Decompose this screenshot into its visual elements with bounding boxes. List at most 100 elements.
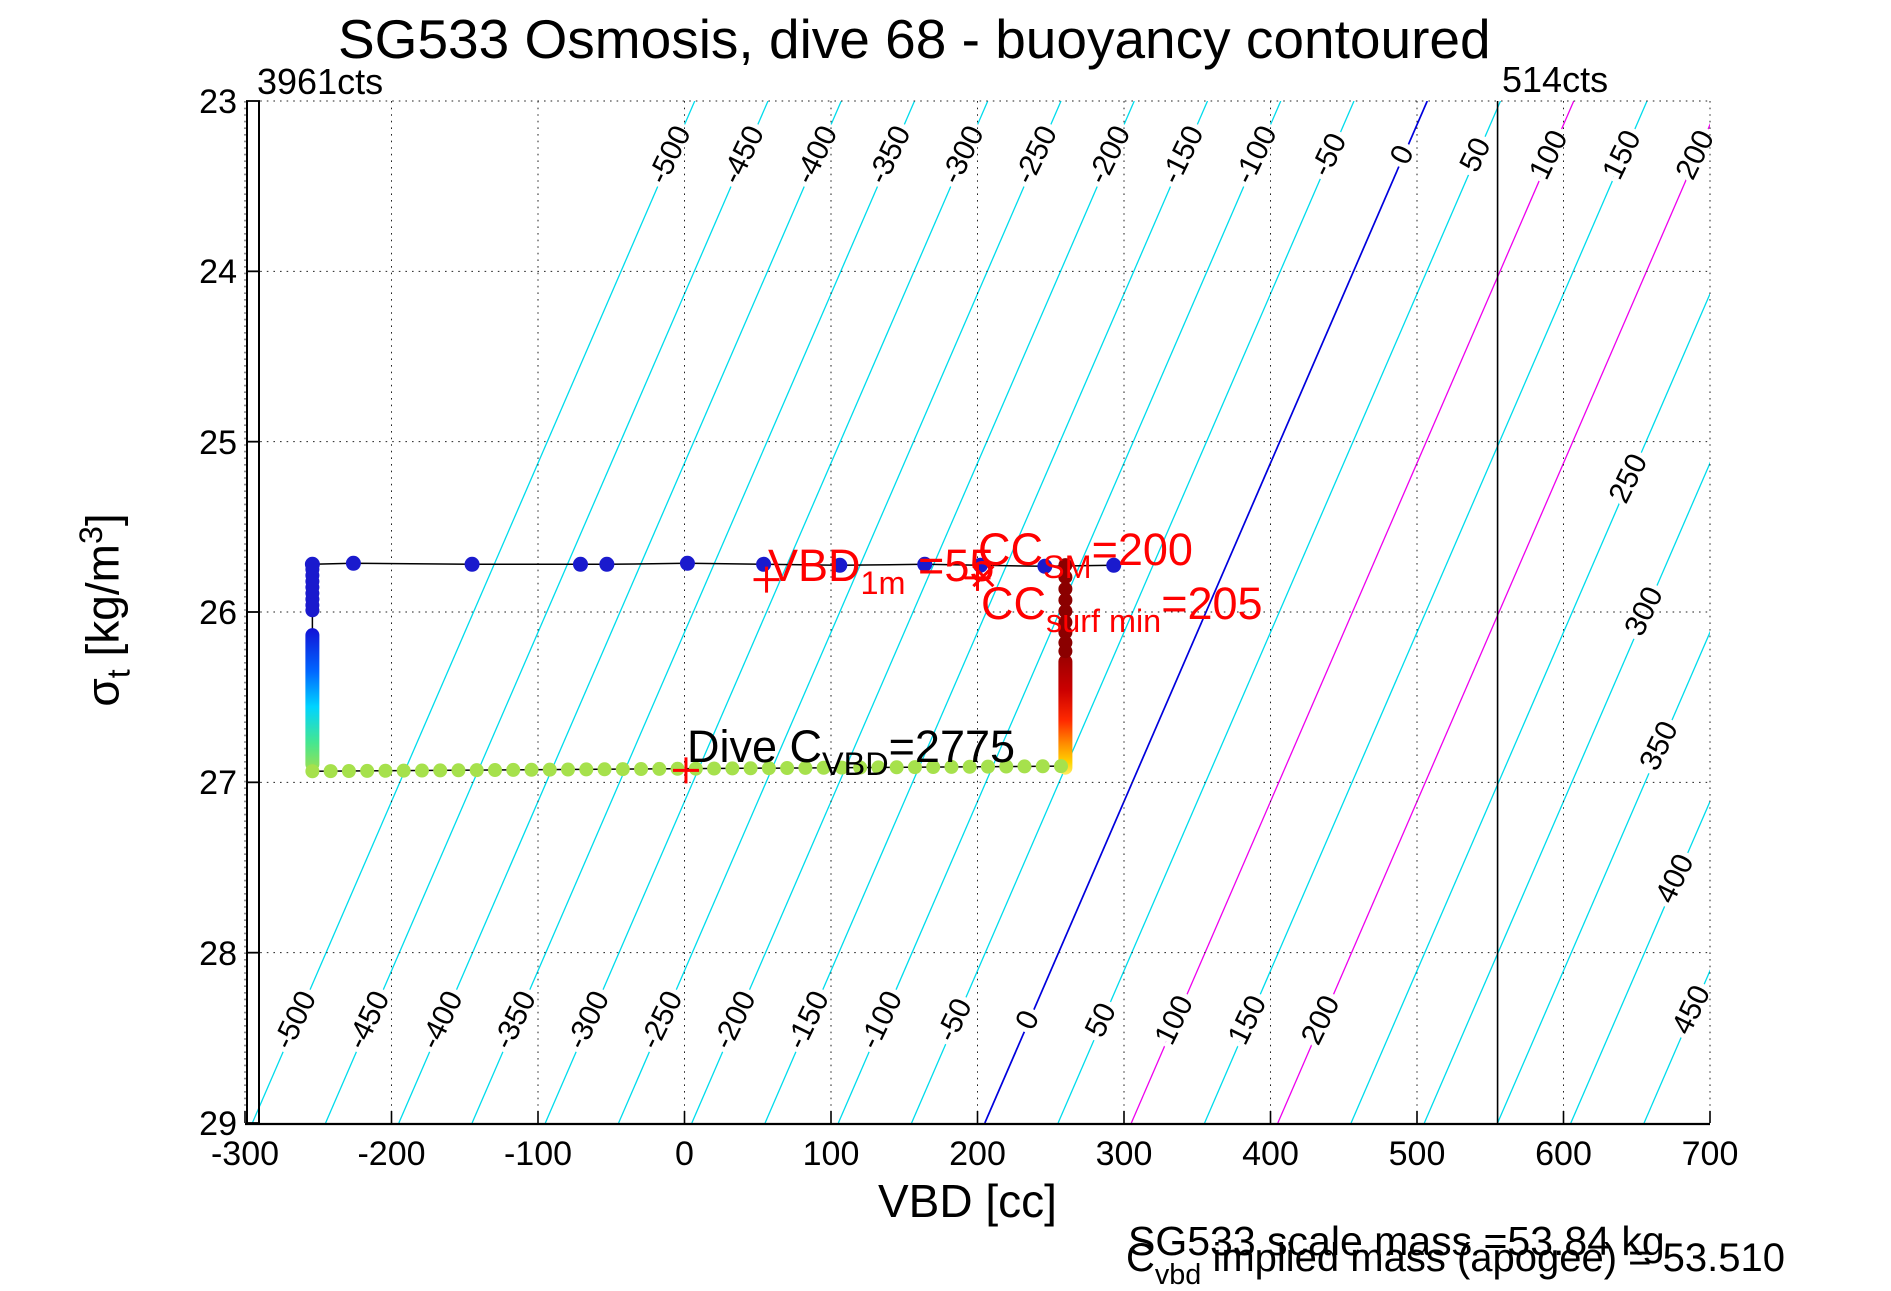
data-point [506,762,521,777]
data-point [853,760,868,775]
data-point [305,764,320,779]
red-x-marker [972,565,995,588]
contour-label: -50 [930,993,979,1046]
data-point [323,764,338,779]
data-point [889,760,904,775]
data-point [1058,644,1073,659]
data-point [1058,625,1073,640]
data-point [999,759,1014,774]
contour-label: 300 [1618,582,1670,641]
data-point [1058,615,1073,630]
right-counts-label: 514cts [1502,59,1609,100]
data-point [1017,759,1032,774]
contour-label: -50 [1305,128,1354,181]
data-point [1035,759,1050,774]
annotation-cc-surf-min: CCsurf min=205 [981,578,1263,639]
x-tick-label: 600 [1535,1135,1592,1173]
contour-line--500 [251,101,696,1123]
data-point [834,760,849,775]
data-point [1058,604,1073,619]
data-point [561,762,576,777]
data-point [451,763,466,778]
data-point [599,556,615,572]
contour-label: -150 [1154,121,1210,189]
data-point [688,761,703,776]
contour-label: -400 [788,121,844,189]
contour-label: -450 [340,986,396,1054]
data-point [832,557,848,573]
data-point [345,555,361,571]
contour-label: -200 [1081,121,1137,189]
contour-label: -200 [707,986,763,1054]
x-tick-label: 0 [675,1135,694,1173]
data-point [304,556,320,572]
contour-label: 100 [1523,125,1575,184]
figure-canvas: -500 -450 -400 -350 -300 -250 -200 -150 -100 -50 0… [73,12,1785,1290]
x-axis-label: VBD [cc] [878,1175,1057,1227]
x-tick-label: 700 [1681,1135,1739,1173]
contour-line--350 [471,101,916,1123]
climb-top-line [312,562,1114,568]
contour-label: -500 [267,986,323,1054]
contour-line-450 [1643,969,1710,1123]
data-point [360,763,375,778]
data-point [572,556,588,572]
buoyancy-contour-plot: -500 -450 -400 -350 -300 -250 -200 -150 -100 -50 0… [244,100,1722,1126]
data-point [487,763,502,778]
data-point [761,761,776,776]
data-point [670,761,685,776]
descent-column [305,628,320,772]
footer-implied-mass: Cvbd implied mass (apogee) = 53.510 [1126,1236,1785,1291]
contour-label: -450 [715,121,771,189]
contour-label: 250 [1603,449,1655,508]
data-point [652,761,667,776]
x-tick-label: 400 [1242,1135,1299,1173]
data-point [1106,557,1122,573]
contour-label: 0 [1384,140,1421,169]
y-tick-label: 26 [199,594,237,632]
data-point [414,763,429,778]
contour-label: 0 [1009,1005,1046,1034]
contour-label: 200 [1669,125,1721,184]
red-markers [672,564,995,784]
contour-line-350 [1496,630,1710,1123]
contour-line-250 [1350,292,1710,1123]
contour-label: 400 [1649,849,1701,908]
data-point [1058,570,1073,585]
contour-label: -150 [780,986,836,1054]
contour-label: -100 [1228,121,1284,189]
data-point [433,763,448,778]
data-point [396,763,411,778]
data-point [962,759,977,774]
contour-label: 50 [1453,133,1497,177]
contour-label: 200 [1295,990,1347,1049]
x-tick-label: -100 [503,1135,573,1173]
data-point [579,762,594,777]
contour-label: -250 [633,986,689,1054]
red-plus-marker [672,757,699,784]
annotation-cc-sm: CCSM=200 [978,524,1193,585]
data-point [980,759,995,774]
gridlines [244,100,1711,1123]
contour-label: 150 [1222,990,1274,1049]
data-point [1058,582,1073,597]
x-tick-label: -200 [357,1135,426,1173]
data-point [871,760,886,775]
y-tick-label: 27 [199,764,237,803]
data-point [707,761,722,776]
contour-label: -350 [487,986,543,1054]
contour-label: -250 [1008,121,1064,189]
data-point [469,763,484,778]
contour-label: -500 [642,121,698,189]
data-point [305,603,320,618]
ascent-column [1058,654,1073,775]
data-point [743,761,758,776]
contour-line-150 [1203,101,1648,1123]
y-tick-label: 28 [199,934,237,973]
data-point [944,759,959,774]
data-point [816,760,831,775]
data-point [1058,558,1073,573]
x-tick-label: 100 [802,1135,860,1173]
contour-label: 100 [1148,990,1200,1049]
data-point [341,764,356,779]
